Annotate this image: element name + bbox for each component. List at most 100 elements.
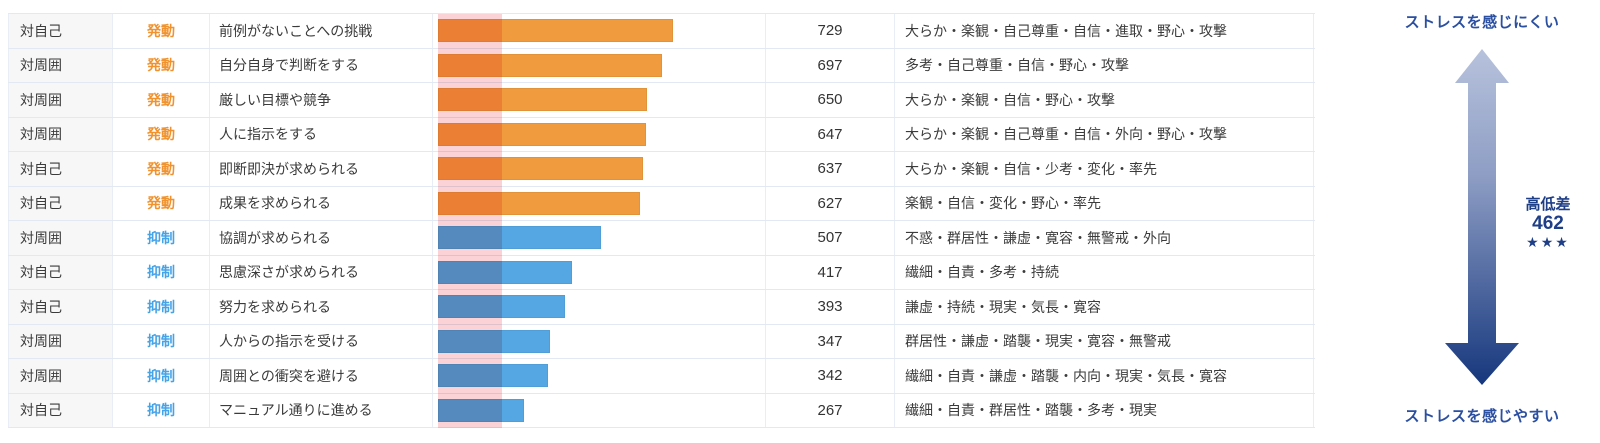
traits-cell: 大らか・楽観・自信・野心・攻撃 bbox=[895, 83, 1314, 117]
table-row: 対周囲 抑制 周囲との衝突を避ける 342 繊細・自責・謙虚・踏襲・内向・現実・… bbox=[8, 359, 1315, 394]
table-row: 対周囲 抑制 人からの指示を受ける 347 群居性・謙虚・踏襲・現実・寛容・無警… bbox=[8, 324, 1315, 359]
table-row: 対周囲 発動 厳しい目標や競争 650 大らか・楽観・自信・野心・攻撃 bbox=[8, 83, 1315, 118]
mode-badge: 発動 bbox=[113, 186, 210, 220]
traits-cell: 繊細・自責・謙虚・踏襲・内向・現実・気長・寛容 bbox=[895, 359, 1314, 393]
traits-cell: 楽観・自信・変化・野心・率先 bbox=[895, 186, 1314, 220]
mode-badge: 抑制 bbox=[113, 359, 210, 393]
traits-cell: 大らか・楽観・自己尊重・自信・外向・野心・攻撃 bbox=[895, 117, 1314, 151]
mode-badge: 抑制 bbox=[113, 290, 210, 324]
score-cell: 729 bbox=[766, 14, 895, 48]
bar-cell bbox=[433, 324, 766, 358]
table-row: 対自己 抑制 思慮深さが求められる 417 繊細・自責・多考・持続 bbox=[8, 255, 1315, 290]
target-cell: 対周囲 bbox=[8, 359, 113, 393]
bar-cell bbox=[433, 255, 766, 289]
bar-cell bbox=[433, 290, 766, 324]
score-bar bbox=[438, 364, 549, 388]
score-bar bbox=[438, 88, 648, 112]
bar-cell bbox=[433, 152, 766, 186]
target-cell: 対周囲 bbox=[8, 324, 113, 358]
bar-cell bbox=[433, 221, 766, 255]
stress-scale-top-label: ストレスを感じにくい bbox=[1404, 14, 1560, 31]
table-row: 対自己 抑制 努力を求められる 393 謙虚・持続・現実・気長・寛容 bbox=[8, 290, 1315, 325]
score-bar bbox=[438, 122, 647, 146]
bar-cell bbox=[433, 14, 766, 48]
table-row: 対周囲 発動 人に指示をする 647 大らか・楽観・自己尊重・自信・外向・野心・… bbox=[8, 117, 1315, 152]
traits-cell: 不惑・群居性・謙虚・寛容・無警戒・外向 bbox=[895, 221, 1314, 255]
score-cell: 507 bbox=[766, 221, 895, 255]
score-cell: 637 bbox=[766, 152, 895, 186]
table-row: 対自己 発動 即断即決が求められる 637 大らか・楽観・自信・少考・変化・率先 bbox=[8, 152, 1315, 187]
target-cell: 対周囲 bbox=[8, 117, 113, 151]
mode-badge: 発動 bbox=[113, 152, 210, 186]
score-bar bbox=[438, 226, 602, 250]
mode-badge: 発動 bbox=[113, 117, 210, 151]
mode-badge: 抑制 bbox=[113, 393, 210, 427]
traits-cell: 繊細・自責・群居性・踏襲・多考・現実 bbox=[895, 393, 1314, 427]
target-cell: 対自己 bbox=[8, 14, 113, 48]
score-cell: 267 bbox=[766, 393, 895, 427]
score-bar bbox=[438, 19, 673, 43]
mode-badge: 発動 bbox=[113, 14, 210, 48]
score-bar bbox=[438, 260, 573, 284]
mode-badge: 抑制 bbox=[113, 255, 210, 289]
table-row: 対自己 発動 前例がないことへの挑戦 729 大らか・楽観・自己尊重・自信・進取… bbox=[8, 14, 1315, 49]
target-cell: 対自己 bbox=[8, 393, 113, 427]
gap-label: 高低差 bbox=[1525, 196, 1571, 213]
situation-cell: 人からの指示を受ける bbox=[210, 324, 433, 358]
gap-stars-icon: ★★★ bbox=[1526, 234, 1570, 250]
score-cell: 650 bbox=[766, 83, 895, 117]
mode-badge: 発動 bbox=[113, 83, 210, 117]
situation-cell: 即断即決が求められる bbox=[210, 152, 433, 186]
traits-cell: 群居性・謙虚・踏襲・現実・寛容・無警戒 bbox=[895, 324, 1314, 358]
score-bar bbox=[438, 53, 663, 77]
bar-cell bbox=[433, 48, 766, 82]
stress-gradient-arrow-icon bbox=[1422, 47, 1542, 387]
situation-cell: 前例がないことへの挑戦 bbox=[210, 14, 433, 48]
table-row: 対自己 発動 成果を求められる 627 楽観・自信・変化・野心・率先 bbox=[8, 186, 1315, 221]
target-cell: 対自己 bbox=[8, 186, 113, 220]
target-cell: 対自己 bbox=[8, 152, 113, 186]
target-cell: 対周囲 bbox=[8, 83, 113, 117]
situation-cell: 厳しい目標や競争 bbox=[210, 83, 433, 117]
gap-summary: 高低差 462 ★★★ bbox=[1500, 196, 1596, 251]
mode-badge: 抑制 bbox=[113, 324, 210, 358]
situation-cell: 成果を求められる bbox=[210, 186, 433, 220]
situation-cell: マニュアル通りに進める bbox=[210, 393, 433, 427]
target-cell: 対自己 bbox=[8, 290, 113, 324]
table-row: 対周囲 発動 自分自身で判断をする 697 多考・自己尊重・自信・野心・攻撃 bbox=[8, 48, 1315, 83]
table-row: 対自己 抑制 マニュアル通りに進める 267 繊細・自責・群居性・踏襲・多考・現… bbox=[8, 393, 1315, 428]
traits-cell: 多考・自己尊重・自信・野心・攻撃 bbox=[895, 48, 1314, 82]
target-cell: 対自己 bbox=[8, 255, 113, 289]
traits-cell: 繊細・自責・多考・持続 bbox=[895, 255, 1314, 289]
stress-factor-table: 対自己 発動 前例がないことへの挑戦 729 大らか・楽観・自己尊重・自信・進取… bbox=[8, 13, 1315, 428]
table-row: 対周囲 抑制 協調が求められる 507 不惑・群居性・謙虚・寛容・無警戒・外向 bbox=[8, 221, 1315, 256]
traits-cell: 大らか・楽観・自信・少考・変化・率先 bbox=[895, 152, 1314, 186]
score-bar bbox=[438, 157, 644, 181]
score-cell: 393 bbox=[766, 290, 895, 324]
target-cell: 対周囲 bbox=[8, 221, 113, 255]
situation-cell: 周囲との衝突を避ける bbox=[210, 359, 433, 393]
score-cell: 627 bbox=[766, 186, 895, 220]
score-bar bbox=[438, 398, 524, 422]
mode-badge: 発動 bbox=[113, 48, 210, 82]
score-cell: 417 bbox=[766, 255, 895, 289]
traits-cell: 謙虚・持続・現実・気長・寛容 bbox=[895, 290, 1314, 324]
score-cell: 347 bbox=[766, 324, 895, 358]
bar-cell bbox=[433, 186, 766, 220]
gap-value: 462 bbox=[1532, 213, 1564, 234]
traits-cell: 大らか・楽観・自己尊重・自信・進取・野心・攻撃 bbox=[895, 14, 1314, 48]
mode-badge: 抑制 bbox=[113, 221, 210, 255]
bar-cell bbox=[433, 117, 766, 151]
bar-cell bbox=[433, 359, 766, 393]
situation-cell: 協調が求められる bbox=[210, 221, 433, 255]
score-cell: 342 bbox=[766, 359, 895, 393]
situation-cell: 努力を求められる bbox=[210, 290, 433, 324]
situation-cell: 人に指示をする bbox=[210, 117, 433, 151]
situation-cell: 自分自身で判断をする bbox=[210, 48, 433, 82]
bar-cell bbox=[433, 393, 766, 427]
score-cell: 647 bbox=[766, 117, 895, 151]
score-bar bbox=[438, 191, 640, 215]
score-bar bbox=[438, 295, 565, 319]
score-cell: 697 bbox=[766, 48, 895, 82]
